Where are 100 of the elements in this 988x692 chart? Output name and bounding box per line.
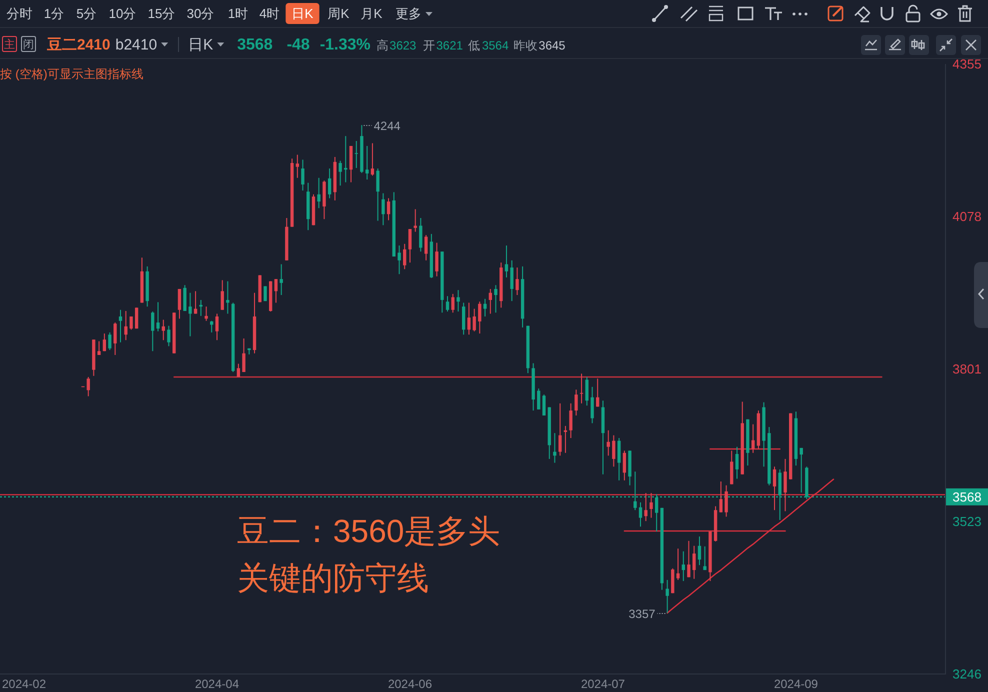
candlestick [108, 332, 112, 351]
candlestick [558, 402, 562, 456]
candlestick [204, 306, 208, 322]
text: 3568 [237, 36, 273, 54]
candlestick [344, 136, 348, 183]
candlestick [328, 168, 332, 199]
candlestick [162, 319, 165, 341]
candlestick [354, 140, 358, 168]
candlestick [376, 168, 380, 222]
annotation: 3357 [628, 606, 656, 621]
candlestick [574, 389, 578, 416]
text: 15分 [148, 6, 176, 21]
text: 3623 [390, 38, 417, 52]
candlestick [606, 430, 610, 456]
text: -48 [286, 36, 310, 54]
candlestick [236, 363, 240, 378]
candlestick [114, 322, 117, 356]
candlestick [435, 242, 438, 277]
candlestick [703, 546, 706, 571]
candlestick [585, 376, 588, 406]
text: 低 [468, 38, 480, 52]
candlestick [365, 145, 369, 180]
candlestick [451, 293, 454, 314]
x-tick-label: 2024-02 [2, 677, 46, 691]
candlestick [751, 424, 755, 454]
text: 更多 [396, 6, 422, 21]
annotation: 4244 [374, 119, 401, 134]
text: 3645 [538, 38, 566, 52]
candlestick [671, 568, 674, 594]
text: 日K [292, 6, 314, 21]
x-tick-label: 2024-04 [194, 677, 240, 691]
candlestick [676, 548, 680, 580]
candlestick [462, 302, 466, 336]
candlestick [650, 492, 653, 518]
candlestick [419, 218, 422, 252]
candlestick [488, 288, 492, 314]
y-tick-label: 4355 [952, 56, 982, 72]
candlestick [242, 338, 246, 373]
candlestick [403, 243, 406, 270]
candlestick [569, 402, 572, 439]
candlestick [735, 446, 739, 480]
candlestick [317, 177, 320, 209]
candlestick [446, 296, 450, 312]
candlestick [382, 192, 385, 226]
candlestick [516, 267, 519, 296]
text: 5分 [76, 6, 97, 21]
candlestick [86, 376, 90, 397]
candlestick [724, 484, 728, 518]
candlestick [682, 550, 685, 582]
text: -1.33% [320, 36, 371, 54]
candlestick [644, 492, 648, 522]
candlestick [97, 340, 101, 356]
candlestick [386, 198, 390, 221]
y-tick-label: 3801 [952, 362, 982, 376]
text: 3564 [482, 38, 509, 52]
x-tick-label: 2024-06 [388, 677, 432, 691]
candlestick [467, 302, 471, 336]
candlestick [215, 313, 219, 341]
text: 30分 [186, 6, 214, 21]
text: 开 [423, 38, 436, 52]
candlestick [178, 288, 182, 320]
candlestick [349, 145, 353, 183]
candlestick [280, 264, 283, 296]
candlestick [124, 310, 128, 341]
candlestick [692, 545, 696, 580]
candlestick [504, 245, 508, 278]
x-tick-label: 2024-07 [580, 677, 626, 691]
candlestick [612, 434, 616, 468]
text: 周K [328, 6, 350, 21]
text: 4时 [259, 6, 280, 21]
candlestick [472, 308, 476, 332]
candlestick [188, 292, 192, 337]
candlestick [167, 325, 170, 347]
candlestick [666, 579, 669, 614]
candlestick [456, 290, 460, 312]
candlestick [698, 536, 702, 566]
candlestick [130, 316, 133, 330]
candlestick [183, 284, 186, 312]
candlestick [156, 302, 160, 332]
candlestick [296, 154, 300, 178]
candlestick [800, 447, 803, 493]
button-close: 闭 [21, 36, 36, 52]
candlestick [118, 309, 122, 343]
text: 昨收 [514, 38, 538, 52]
candlestick [510, 260, 514, 302]
candlestick [102, 333, 106, 352]
text: 1分 [44, 6, 64, 21]
y-tick-label: 4078 [952, 209, 982, 224]
candlestick [301, 159, 304, 192]
candlestick [408, 228, 412, 264]
candlestick [478, 301, 482, 334]
text: 分时 [6, 6, 32, 21]
candlestick [338, 160, 342, 186]
button-main: 主 [2, 36, 17, 52]
candlestick [687, 540, 690, 578]
candlestick [638, 502, 642, 528]
candlestick [274, 278, 278, 304]
text: 1时 [228, 6, 248, 21]
x-tick-label: 2024-09 [774, 677, 818, 691]
candlestick [590, 386, 594, 424]
